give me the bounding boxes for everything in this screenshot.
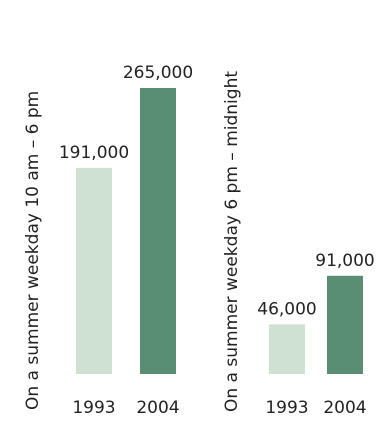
x-tick-evening-2004: 2004 (323, 398, 366, 418)
x-tick-daytime-2004: 2004 (136, 398, 179, 418)
bar-daytime-1993 (76, 167, 112, 374)
value-label-evening-2004: 91,000 (315, 251, 374, 271)
value-label-daytime-1993: 191,000 (59, 143, 129, 163)
bar-evening-1993 (269, 324, 305, 374)
chart-panel-evening: On a summer weekday 6 pm – midnight 46,0… (222, 71, 375, 418)
x-tick-daytime-1993: 1993 (72, 398, 115, 418)
value-label-daytime-2004: 265,000 (123, 63, 193, 83)
bar-daytime-2004 (140, 88, 176, 374)
bar-evening-2004 (327, 275, 363, 374)
x-tick-evening-1993: 1993 (265, 398, 308, 418)
panel-title-daytime: On a summer weekday 10 am – 6 pm (23, 91, 43, 410)
value-label-evening-1993: 46,000 (257, 299, 316, 319)
chart-panel-daytime: On a summer weekday 10 am – 6 pm 191,000… (23, 63, 193, 418)
panel-title-evening: On a summer weekday 6 pm – midnight (222, 71, 242, 412)
